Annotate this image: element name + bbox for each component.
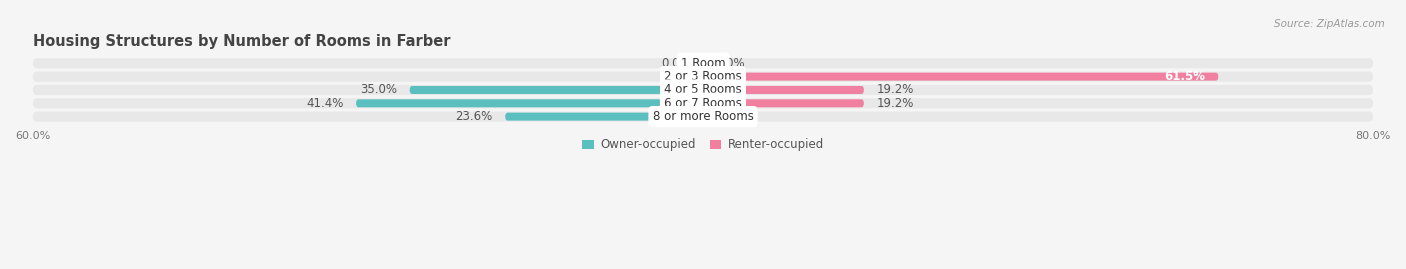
FancyBboxPatch shape [356, 99, 703, 107]
FancyBboxPatch shape [703, 99, 863, 107]
Text: 8 or more Rooms: 8 or more Rooms [652, 110, 754, 123]
Text: 0.0%: 0.0% [661, 70, 690, 83]
Legend: Owner-occupied, Renter-occupied: Owner-occupied, Renter-occupied [578, 134, 828, 156]
Text: Source: ZipAtlas.com: Source: ZipAtlas.com [1274, 19, 1385, 29]
Text: 19.2%: 19.2% [876, 97, 914, 110]
Text: 0.0%: 0.0% [661, 57, 690, 70]
Text: 6 or 7 Rooms: 6 or 7 Rooms [664, 97, 742, 110]
Text: 41.4%: 41.4% [307, 97, 343, 110]
FancyBboxPatch shape [409, 86, 703, 94]
Text: 0.0%: 0.0% [716, 57, 745, 70]
FancyBboxPatch shape [32, 98, 1374, 108]
Text: 19.2%: 19.2% [876, 83, 914, 97]
Text: 0.0%: 0.0% [716, 110, 745, 123]
FancyBboxPatch shape [703, 73, 1218, 81]
Text: 1 Room: 1 Room [681, 57, 725, 70]
FancyBboxPatch shape [32, 112, 1374, 122]
FancyBboxPatch shape [32, 72, 1374, 82]
FancyBboxPatch shape [505, 113, 703, 121]
Text: Housing Structures by Number of Rooms in Farber: Housing Structures by Number of Rooms in… [32, 34, 450, 49]
Text: 23.6%: 23.6% [456, 110, 492, 123]
FancyBboxPatch shape [32, 58, 1374, 68]
Text: 4 or 5 Rooms: 4 or 5 Rooms [664, 83, 742, 97]
FancyBboxPatch shape [703, 86, 863, 94]
Text: 61.5%: 61.5% [1164, 70, 1206, 83]
Text: 35.0%: 35.0% [360, 83, 396, 97]
FancyBboxPatch shape [32, 85, 1374, 95]
Text: 2 or 3 Rooms: 2 or 3 Rooms [664, 70, 742, 83]
